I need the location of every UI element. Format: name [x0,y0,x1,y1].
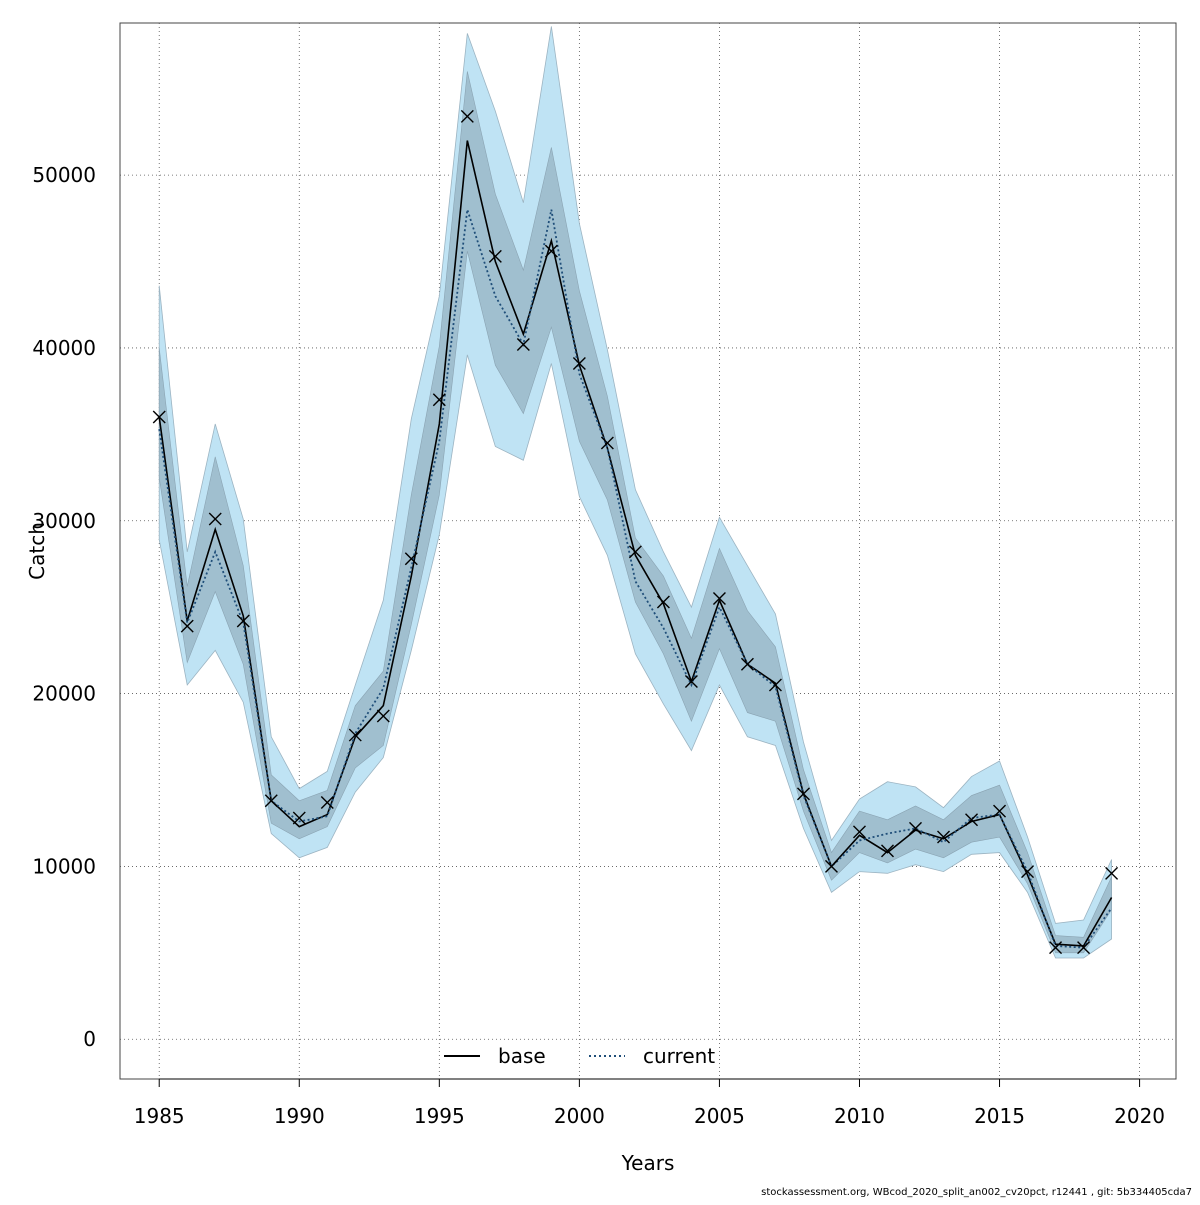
legend: base current [444,1044,715,1068]
axes: 1985 1990 1995 2000 2005 2010 2015 2020 0 10000 20… [32,163,1165,1128]
y-tick-label: 30000 [32,509,96,533]
observed-points [152,109,1119,955]
observed-point [488,249,502,263]
observed-point [937,830,951,844]
observed-point [348,728,362,742]
x-axis-label: Years [621,1151,675,1175]
observed-point-stroke [656,595,670,609]
observed-point-stroke [488,249,502,263]
ci95-band [158,26,1112,959]
series-lines [158,140,1113,949]
observed-point-stroke [600,436,614,450]
observed-point-stroke [320,795,334,809]
observed-point-stroke [628,545,642,559]
observed-point [292,811,306,825]
legend-base-label: base [498,1044,546,1068]
x-tick-label: 2005 [694,1104,745,1128]
observed-point-stroke [544,244,558,258]
observed-point-stroke [516,337,530,351]
observed-point-stroke [180,619,194,633]
observed-point [572,356,586,370]
observed-point-stroke [712,592,726,606]
x-tick-label: 2020 [1114,1104,1165,1128]
observed-point [208,512,222,526]
observed-point [880,844,894,858]
observed-point-stroke [404,552,418,566]
y-tick-label: 50000 [32,163,96,187]
observed-point [1105,866,1119,880]
y-tick-label: 10000 [32,854,96,878]
observed-point [684,674,698,688]
observed-point-stroke [348,728,362,742]
observed-point [628,545,642,559]
x-tick-label: 1995 [414,1104,465,1128]
observed-point [152,410,166,424]
observed-point-stroke [880,844,894,858]
y-tick-label: 20000 [32,682,96,706]
observed-point-stroke [909,821,922,835]
observed-point [712,592,726,606]
observed-point [1077,941,1091,955]
observed-point-stroke [152,410,166,424]
observed-point-stroke [1049,941,1063,955]
observed-point [320,795,334,809]
x-tick-label: 2010 [834,1104,885,1128]
observed-point-stroke [768,678,782,692]
legend-current-label: current [643,1044,715,1068]
y-tick-label: 0 [83,1027,96,1051]
observed-point-stroke [208,512,222,526]
observed-point [796,787,810,801]
series-line-current [158,209,1113,949]
observed-point-stroke [740,657,754,671]
x-tick-label: 2015 [974,1104,1025,1128]
observed-point-stroke [965,813,979,827]
observed-point-stroke [376,709,390,723]
observed-point-stroke [684,674,698,688]
observed-point-stroke [1105,866,1119,880]
observed-point [852,825,866,839]
observed-point-stroke [264,794,278,808]
observed-point-stroke [1077,941,1091,955]
y-axis-label: Catch [25,522,49,580]
confidence-bands [158,26,1112,959]
footer-text: stockassessment.org, WBcod_2020_split_an… [761,1187,1192,1198]
ci50-band [158,71,1112,954]
y-tick-label: 40000 [32,336,96,360]
observed-point-stroke [1021,865,1035,879]
observed-point-stroke [292,811,306,825]
observed-point [516,337,530,351]
observed-point [656,595,670,609]
observed-point [740,657,754,671]
observed-point-stroke [824,859,838,873]
observed-point [600,436,614,450]
observed-point [965,813,979,827]
observed-point [180,619,194,633]
x-tick-label: 2000 [554,1104,605,1128]
x-tick-label: 1985 [134,1104,185,1128]
observed-point [1021,865,1035,879]
observed-point [432,393,446,407]
observed-point [1049,941,1063,955]
observed-point [376,709,390,723]
observed-point-stroke [937,830,951,844]
observed-point-stroke [796,787,810,801]
observed-point [909,821,922,835]
observed-point [544,244,558,258]
observed-point-stroke [460,109,474,123]
observed-point-stroke [432,393,446,407]
x-tick-label: 1990 [274,1104,325,1128]
observed-point [264,794,278,808]
observed-point [824,859,838,873]
observed-point-stroke [236,614,250,628]
observed-point-stroke [852,825,866,839]
observed-point [404,552,418,566]
observed-point [993,804,1007,818]
observed-point [768,678,782,692]
observed-point [236,614,250,628]
observed-point-stroke [572,356,586,370]
observed-point-stroke [993,804,1007,818]
observed-point [460,109,474,123]
